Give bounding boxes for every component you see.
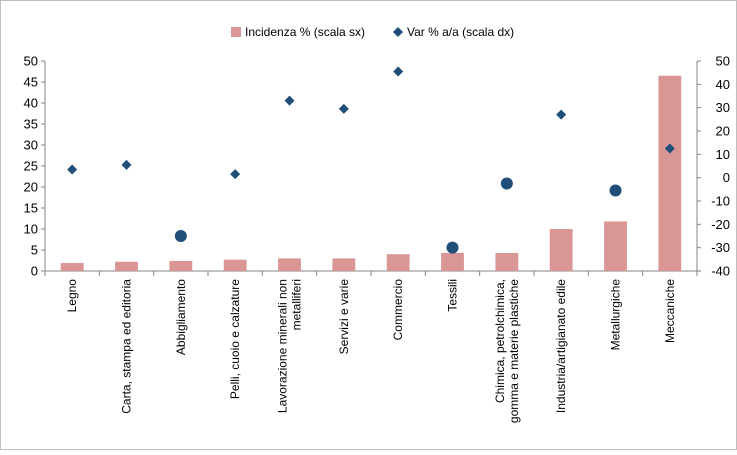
right-tick-label: -30 <box>711 240 730 255</box>
legend-bar-label: Incidenza % (scala sx) <box>245 25 365 39</box>
left-axis: 0 5 10 15 20 25 30 35 40 45 50 <box>24 54 45 279</box>
left-tick-label: 35 <box>24 117 38 132</box>
scatter-point <box>500 177 513 190</box>
left-tick-label: 20 <box>24 180 38 195</box>
category-label: Abbigliamento <box>174 279 188 355</box>
left-tick-label: 15 <box>24 201 38 216</box>
left-tick-label: 5 <box>31 243 38 258</box>
bar-series <box>60 75 682 271</box>
bar <box>169 260 193 271</box>
right-tick-label: -10 <box>711 194 730 209</box>
bar <box>60 263 84 271</box>
scatter-point <box>609 184 622 197</box>
scatter-point <box>338 103 349 114</box>
category-label: Chimica, petrolchimica, <box>493 279 507 403</box>
category-label: Tessili <box>446 279 460 312</box>
category-label: Servizi e varie <box>337 279 351 355</box>
bar <box>386 254 410 271</box>
bar <box>441 252 464 271</box>
category-label: Industria/artigianato edile <box>554 279 568 413</box>
bar <box>332 258 356 271</box>
right-tick-label: 20 <box>716 124 730 139</box>
scatter-point <box>174 230 187 242</box>
legend-bar-swatch <box>231 27 241 37</box>
category-label: Carta, stampa ed editoria <box>120 279 134 414</box>
bar <box>115 261 138 271</box>
scatter-point <box>664 143 675 154</box>
bar <box>549 229 573 271</box>
scatter-point <box>556 109 567 120</box>
category-label: Metallurgiche <box>609 279 623 351</box>
bar <box>604 221 627 271</box>
bar <box>223 259 247 271</box>
legend: Incidenza % (scala sx) Var % a/a (scala … <box>231 25 514 39</box>
scatter-series <box>67 66 675 254</box>
right-tick-label: -40 <box>711 264 730 279</box>
right-tick-label: 30 <box>716 100 730 115</box>
left-tick-label: 10 <box>24 222 38 237</box>
scatter-point <box>67 164 78 175</box>
legend-diamond-icon <box>393 27 403 37</box>
left-tick-label: 40 <box>24 96 38 111</box>
scatter-point <box>393 66 404 77</box>
category-label: Pelli, cuoio e calzature <box>228 279 242 399</box>
category-label: Legno <box>65 279 79 313</box>
left-tick-label: 45 <box>24 75 38 90</box>
bar <box>495 252 519 271</box>
right-tick-label: -20 <box>711 217 730 232</box>
bar <box>278 258 301 271</box>
legend-scatter-label: Var % a/a (scala dx) <box>407 25 514 39</box>
left-tick-label: 50 <box>24 54 38 69</box>
scatter-point <box>284 95 295 106</box>
right-tick-label: 50 <box>716 54 730 69</box>
bar <box>658 75 682 271</box>
left-tick-label: 30 <box>24 138 38 153</box>
category-label: Lavorazione minerali non <box>276 279 290 413</box>
scatter-point <box>230 169 241 180</box>
right-tick-label: 0 <box>723 170 730 185</box>
right-tick-label: 40 <box>716 77 730 92</box>
right-tick-label: 10 <box>716 147 730 162</box>
left-tick-label: 25 <box>24 159 38 174</box>
category-label: metalliferi <box>290 279 304 330</box>
scatter-point <box>446 241 459 254</box>
scatter-point <box>121 159 132 170</box>
category-label: Commercio <box>391 279 405 341</box>
category-label: gomma e materie plastiche <box>507 279 521 423</box>
right-axis: -40 -30 -20 -10 0 10 20 30 40 50 <box>697 54 730 279</box>
category-axis: Legno Carta, stampa ed editoria Abbigliame… <box>44 271 698 423</box>
category-label: Meccaniche <box>663 279 677 343</box>
left-tick-label: 0 <box>31 264 38 279</box>
